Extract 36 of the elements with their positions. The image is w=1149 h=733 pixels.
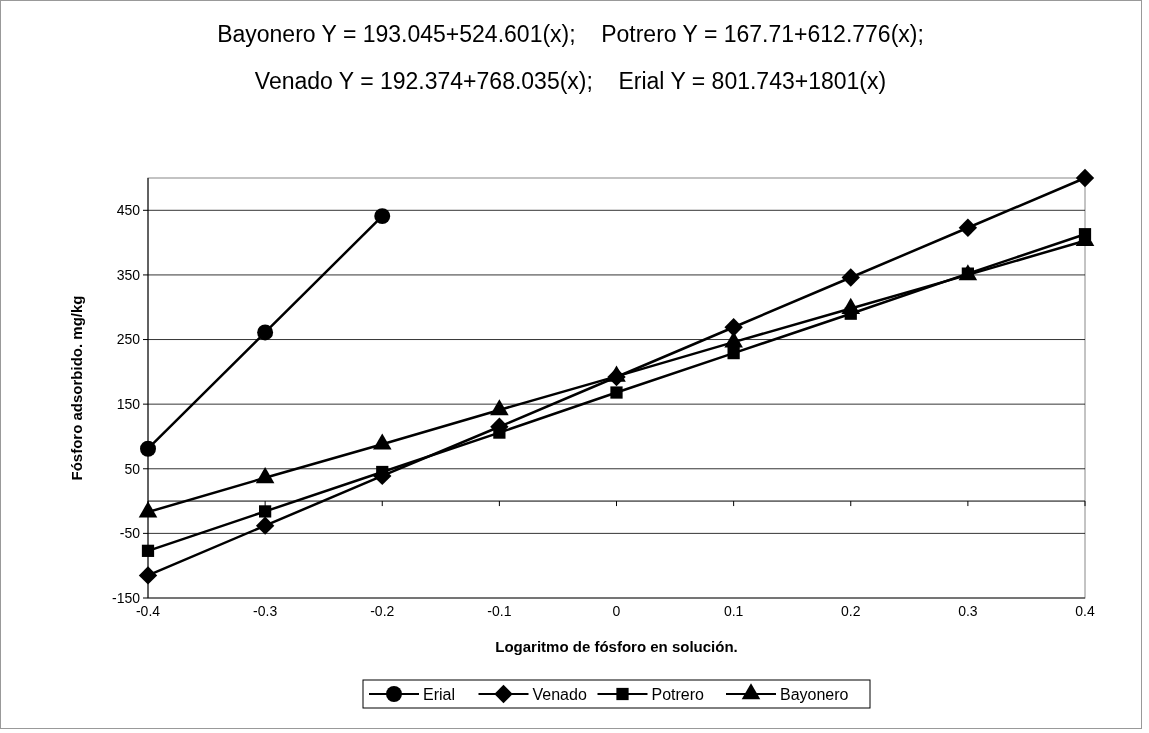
legend-label: Venado: [532, 685, 587, 703]
y-tick-label: 350: [116, 266, 141, 283]
y-tick-label: 250: [116, 331, 141, 348]
y-axis-title: Fósforo adsorbido. mg/kg: [68, 295, 85, 481]
y-tick-label: -150: [111, 589, 141, 606]
x-tick-label: 0.1: [723, 603, 744, 619]
point: [138, 566, 158, 585]
x-tick-label: -0.4: [135, 603, 161, 619]
x-tick-label: 0.4: [1075, 603, 1095, 619]
x-tick-label: 0.2: [841, 603, 861, 619]
point: [727, 346, 740, 360]
point: [255, 516, 275, 535]
y-tick-label: -50: [119, 525, 141, 542]
point: [610, 386, 623, 399]
point: [1075, 168, 1095, 188]
y-tick-label: 450: [116, 202, 141, 219]
x-axis-title: Logaritmo de fósforo en solución.: [495, 638, 738, 655]
x-tick-label: 0: [612, 603, 621, 619]
legend-label: Erial: [423, 685, 456, 703]
legend-label: Potrero: [651, 685, 705, 703]
x-tick-label: -0.2: [370, 603, 395, 619]
x-tick-label: -0.1: [487, 603, 512, 619]
legend-label: Bayonero: [780, 685, 849, 703]
y-tick-label: 150: [116, 396, 141, 413]
point: [257, 324, 274, 341]
chart-title: Bayonero Y = 193.045+524.601(x); Potrero Y = 167.71+612.776(x); Venado Y = 192.374+768.035(x); Erial Y = 801.743+1801(x): [217, 21, 924, 94]
point: [958, 218, 978, 237]
point: [374, 208, 391, 225]
x-tick-label: -0.3: [253, 603, 278, 619]
point: [841, 268, 860, 287]
point: [259, 505, 272, 518]
x-tick-label: 0.3: [958, 603, 978, 619]
point: [724, 318, 743, 337]
point: [141, 544, 155, 557]
y-tick-label: 50: [124, 460, 141, 477]
point: [140, 440, 156, 457]
